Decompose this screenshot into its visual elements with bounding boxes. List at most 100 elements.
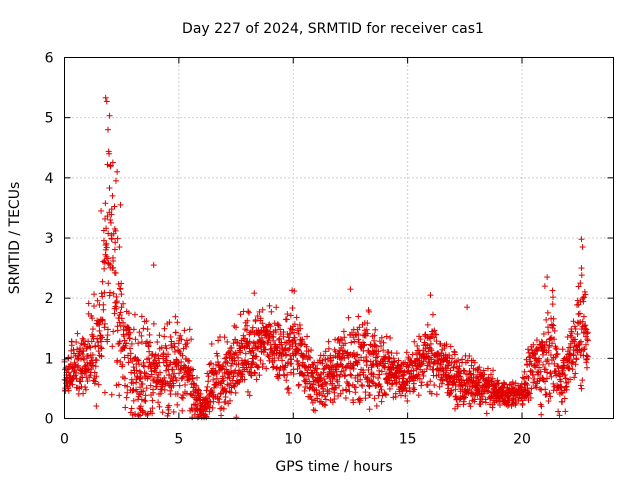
data-point [80,337,87,344]
data-point [145,343,152,350]
data-point [121,333,128,340]
data-point [267,323,274,330]
data-point [89,351,96,358]
data-point [295,330,302,337]
data-point [114,235,121,242]
data-point [241,376,248,383]
data-point [351,338,358,345]
data-point [315,382,322,389]
data-point [289,326,296,333]
data-point [340,328,347,335]
data-point [231,383,238,390]
data-point [327,358,334,365]
data-point [544,324,551,331]
data-point [247,329,254,336]
data-point [245,309,252,316]
data-point [271,320,278,327]
data-point [80,347,87,354]
data-point [274,321,281,328]
data-point [94,297,101,304]
data-point [154,338,161,345]
data-point [284,311,291,318]
data-point [182,381,189,388]
data-point [188,336,195,343]
data-point [273,304,280,311]
data-point [319,392,326,399]
data-point [209,404,216,411]
data-point [550,294,557,301]
data-point [357,397,364,404]
data-point [143,318,150,325]
data-point [275,355,282,362]
data-point [576,310,583,317]
data-point [167,391,174,398]
data-point [578,272,585,279]
data-point [148,368,155,375]
data-point [152,351,159,358]
data-point [429,311,436,318]
data-point [72,372,79,379]
data-point [68,354,75,361]
data-point [160,350,167,357]
data-point [252,370,259,377]
data-point [295,381,302,388]
data-point [80,390,87,397]
data-point [553,346,560,353]
data-point [92,363,99,370]
data-point [322,348,329,355]
data-point [345,314,352,321]
data-point [108,211,115,218]
data-point [183,343,190,350]
data-point [280,333,287,340]
data-point [235,354,242,361]
data-point [213,375,220,382]
data-point [109,343,116,350]
data-point [111,203,118,210]
data-point [244,388,251,395]
data-point [226,388,233,395]
data-point [125,359,132,366]
data-point [274,344,281,351]
data-point [219,378,226,385]
data-point [215,399,222,406]
data-point [133,367,140,374]
data-point [179,374,186,381]
data-point [114,168,121,175]
data-point [189,406,196,413]
data-point [91,369,98,376]
data-point [300,371,307,378]
data-point [79,335,86,342]
data-point [137,374,144,381]
data-point [138,332,145,339]
data-point [175,340,182,347]
data-point [579,377,586,384]
y-tick-label: 4 [45,171,54,187]
data-point [542,366,549,373]
data-point [308,396,315,403]
data-point [161,325,168,332]
data-point [343,364,350,371]
data-point [256,330,263,337]
data-point [75,355,82,362]
data-point [364,320,371,327]
data-point [342,340,349,347]
data-point [578,265,585,272]
data-point [346,388,353,395]
data-point [354,361,361,368]
data-point [205,373,212,380]
data-point [352,384,359,391]
data-point [337,390,344,397]
data-point [319,360,326,367]
data-point [106,112,113,119]
y-axis-title: SRMTID / TECUs [7,182,23,295]
data-point [128,376,135,383]
data-point [69,381,76,388]
data-point [104,255,111,262]
data-point [371,332,378,339]
data-point [275,336,282,343]
data-point [169,366,176,373]
data-point [355,336,362,343]
data-point [292,340,299,347]
data-point [342,395,349,402]
chart-title: Day 227 of 2024, SRMTID for receiver cas… [182,21,484,37]
